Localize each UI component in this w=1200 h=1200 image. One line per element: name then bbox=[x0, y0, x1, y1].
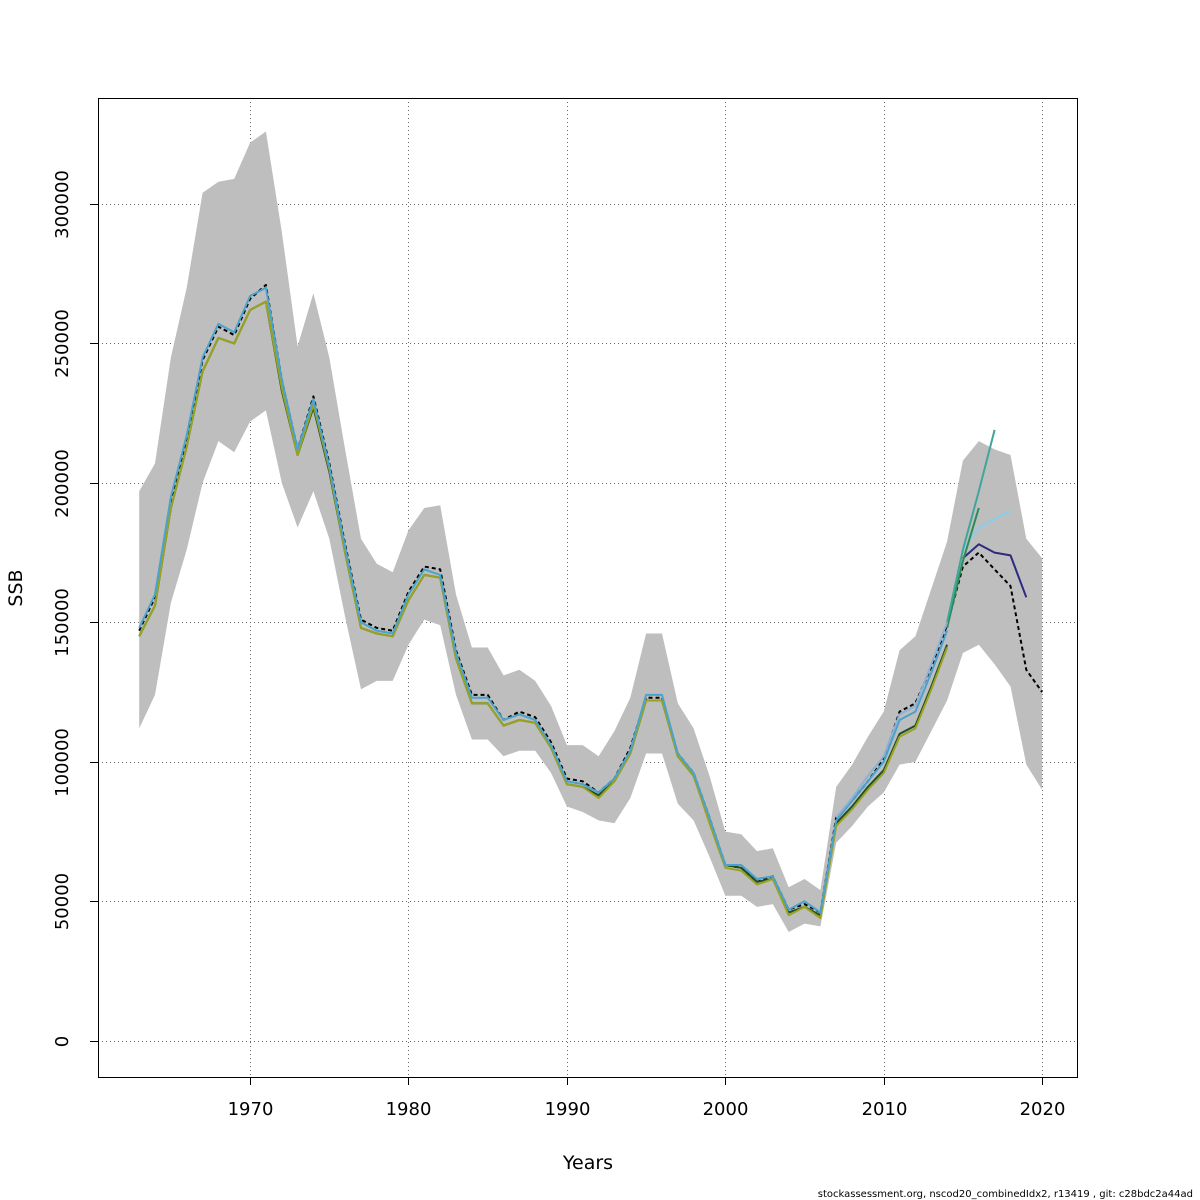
y-tick-label-1: 50000 bbox=[52, 873, 73, 930]
x-tick-label-5: 2020 bbox=[1020, 1099, 1066, 1120]
y-tick-label-0: 0 bbox=[52, 1036, 73, 1047]
series-line-4 bbox=[946, 429, 996, 623]
plot-frame bbox=[98, 98, 1078, 1078]
y-axis: 0 50000 100000 150000 200000 250000 300000 bbox=[52, 170, 98, 1047]
y-tick-label-2: 100000 bbox=[52, 728, 73, 797]
confidence-band bbox=[139, 131, 1043, 932]
x-axis: 1970 1980 1990 2000 2010 2020 bbox=[228, 1077, 1066, 1120]
y-tick-label-3: 150000 bbox=[52, 588, 73, 657]
footer-note: stockassessment.org, nscod20_combinedIdx… bbox=[818, 1189, 1193, 1200]
series-lines-layer bbox=[138, 283, 1043, 919]
x-tick-label-4: 2010 bbox=[862, 1099, 908, 1120]
x-tick-label-1: 1980 bbox=[386, 1099, 432, 1120]
series-line-3 bbox=[946, 507, 980, 629]
x-tick-label-2: 1990 bbox=[545, 1099, 591, 1120]
x-tick-label-0: 1970 bbox=[228, 1099, 274, 1120]
y-tick-label-5: 250000 bbox=[52, 309, 73, 378]
y-tick-label-6: 300000 bbox=[52, 170, 73, 239]
series-line-8 bbox=[835, 622, 949, 819]
series-line-6 bbox=[138, 300, 949, 919]
series-line-7 bbox=[138, 286, 949, 914]
x-axis-title: Years bbox=[562, 1152, 613, 1174]
x-tick-label-3: 2000 bbox=[703, 1099, 749, 1120]
y-axis-title: SSB bbox=[5, 569, 27, 606]
series-line-2 bbox=[962, 509, 1011, 551]
series-line-1 bbox=[962, 543, 1028, 598]
y-tick-label-4: 200000 bbox=[52, 449, 73, 518]
confidence-band-layer bbox=[139, 131, 1043, 932]
